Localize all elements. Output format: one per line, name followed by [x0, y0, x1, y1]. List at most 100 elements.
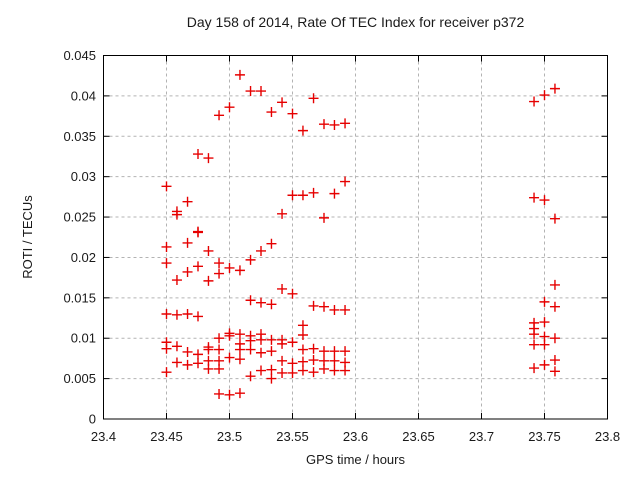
data-point-marker [161, 181, 172, 192]
data-point-marker [214, 268, 225, 279]
x-tick-label: 23.55 [276, 429, 309, 444]
data-point-marker [287, 358, 298, 369]
x-tick-label: 23.75 [528, 429, 561, 444]
data-point-marker [329, 346, 340, 357]
data-point-marker [308, 343, 319, 354]
data-point-marker [539, 339, 550, 350]
data-point-marker [171, 209, 182, 220]
x-tick-label: 23.6 [343, 429, 368, 444]
y-tick-label: 0.005 [63, 371, 96, 386]
data-point-marker [266, 334, 277, 345]
data-point-marker [182, 237, 193, 248]
data-point-marker [539, 296, 550, 307]
data-point-marker [266, 373, 277, 384]
data-point-marker [182, 266, 193, 277]
data-point-marker [549, 83, 560, 94]
data-point-marker [266, 364, 277, 375]
x-tick-label: 23.45 [150, 429, 183, 444]
data-point-marker [203, 153, 214, 164]
data-point-marker [203, 245, 214, 256]
y-tick-label: 0.015 [63, 290, 96, 305]
data-point-marker [234, 329, 245, 340]
chart-title: Day 158 of 2014, Rate Of TEC Index for r… [186, 14, 525, 30]
data-point-marker [256, 297, 266, 308]
data-point-marker [549, 366, 560, 377]
data-point-marker [529, 339, 540, 350]
data-point-marker [287, 367, 298, 378]
data-point-marker [234, 344, 245, 355]
data-point-marker [308, 367, 319, 378]
data-point-marker [340, 365, 351, 376]
data-point-marker [171, 341, 182, 352]
data-point-marker [171, 309, 182, 320]
data-point-marker [245, 86, 256, 97]
data-point-marker [161, 343, 172, 354]
data-point-marker [161, 241, 172, 252]
data-point-marker [539, 359, 550, 370]
data-point-marker [297, 125, 308, 136]
data-point-marker [266, 299, 277, 310]
data-point-marker [171, 357, 182, 368]
data-point-marker [256, 365, 266, 376]
data-point-marker [277, 208, 288, 219]
data-point-marker [193, 311, 203, 322]
data-point-marker [224, 389, 235, 400]
data-point-marker [234, 388, 245, 399]
data-point-marker [256, 86, 266, 97]
y-tick-label: 0.03 [71, 169, 96, 184]
data-point-marker [329, 188, 340, 199]
data-point-marker [549, 355, 560, 366]
data-point-marker [214, 258, 225, 269]
data-point-marker [308, 355, 319, 366]
data-point-marker [256, 245, 266, 256]
data-point-marker [182, 196, 193, 207]
data-point-marker [161, 258, 172, 269]
data-point-marker [245, 254, 256, 265]
data-point-marker [287, 288, 298, 299]
data-point-marker [277, 355, 288, 366]
data-point-marker [329, 355, 340, 366]
data-point-marker [234, 69, 245, 80]
data-point-marker [329, 304, 340, 315]
data-point-marker [224, 330, 235, 341]
data-point-marker [266, 238, 277, 249]
data-point-marker [224, 352, 235, 363]
data-point-marker [193, 149, 203, 160]
data-point-marker [203, 363, 214, 374]
data-point-marker [297, 356, 308, 367]
data-point-marker [319, 346, 329, 357]
data-point-marker [549, 333, 560, 344]
data-point-marker [340, 118, 351, 129]
data-point-marker [161, 367, 172, 378]
y-tick-label: 0 [89, 412, 96, 427]
data-point-marker [539, 90, 550, 101]
data-point-marker [308, 300, 319, 311]
data-point-marker [329, 365, 340, 376]
y-tick-label: 0.025 [63, 210, 96, 225]
data-point-marker [539, 317, 550, 328]
data-point-marker [266, 346, 277, 357]
data-point-marker [234, 354, 245, 365]
data-point-marker [182, 359, 193, 370]
data-point-marker [245, 295, 256, 306]
x-tick-label: 23.8 [595, 429, 620, 444]
data-point-marker [287, 337, 298, 348]
x-axis-title: GPS time / hours [306, 452, 405, 467]
data-point-marker [549, 301, 560, 312]
data-point-marker [245, 344, 256, 355]
data-point-marker [193, 349, 203, 360]
data-point-marker [329, 119, 340, 130]
data-point-marker [340, 176, 351, 187]
data-point-marker [224, 262, 235, 273]
y-tick-label: 0.02 [71, 250, 96, 265]
data-point-marker [245, 335, 256, 346]
y-tick-label: 0.045 [63, 48, 96, 63]
data-point-marker [182, 308, 193, 319]
y-axis-title: ROTI / TECUs [20, 195, 35, 279]
data-point-marker [182, 346, 193, 357]
data-point-marker [308, 93, 319, 104]
data-point-marker [234, 265, 245, 276]
y-tick-label: 0.04 [71, 88, 96, 103]
